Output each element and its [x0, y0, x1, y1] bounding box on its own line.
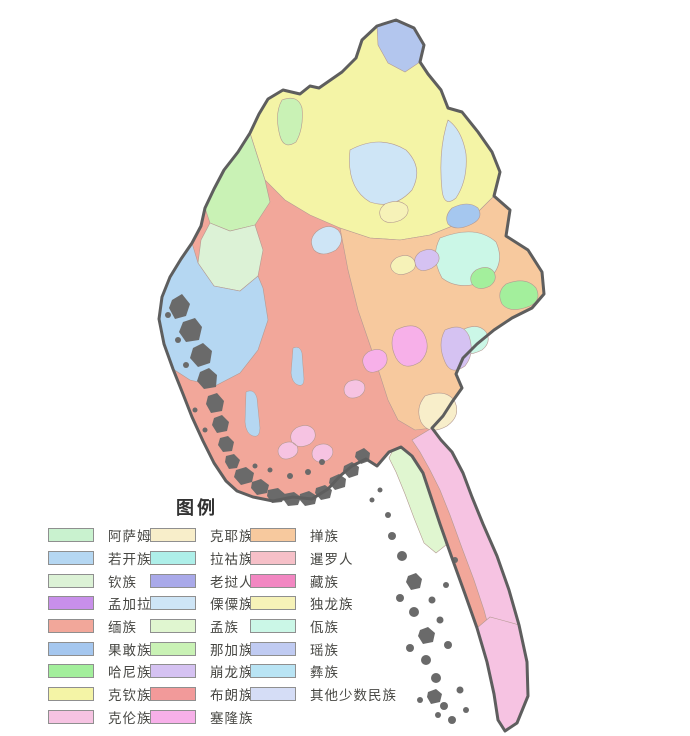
- map-region-shan-pink-patches: [362, 325, 428, 373]
- map-region-kayah: [418, 392, 458, 431]
- map-region-kokang: [446, 203, 481, 229]
- lake-shapes: [244, 346, 305, 437]
- map-region-shan-yellow-patches: [379, 201, 416, 275]
- map-region-north-green-patch: [277, 97, 303, 146]
- country-outline: [157, 18, 546, 733]
- island-dots: [165, 312, 469, 724]
- map-region-delta-pink-patches: [277, 379, 366, 463]
- map-region-hani: [470, 267, 539, 310]
- map-region-lisu-patches: [311, 119, 467, 255]
